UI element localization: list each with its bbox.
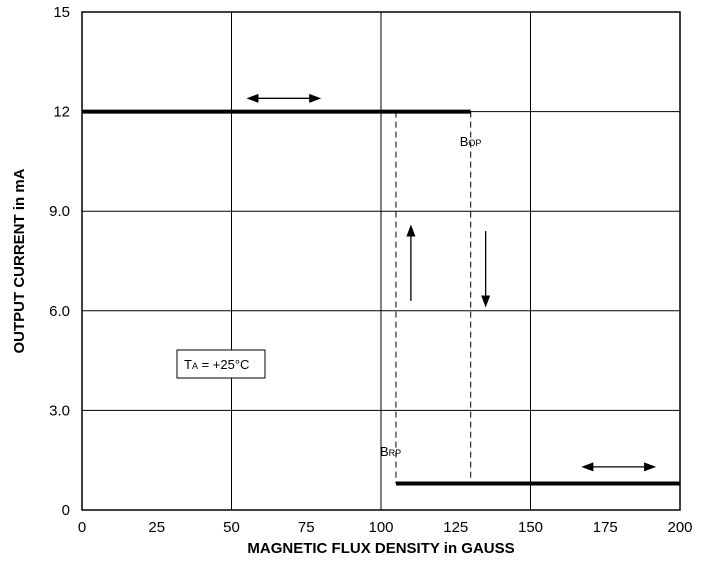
x-tick-label: 200 bbox=[667, 519, 692, 536]
y-tick-labels: 0 3.0 6.0 9.0 12 15 bbox=[49, 4, 70, 519]
y-tick-label: 9.0 bbox=[49, 203, 70, 220]
brp-sub: RP bbox=[389, 448, 402, 458]
y-tick-label: 12 bbox=[53, 104, 70, 121]
brp-main: B bbox=[380, 444, 389, 459]
x-tick-label: 150 bbox=[518, 519, 543, 536]
ta-rest: = +25°C bbox=[198, 357, 249, 372]
bop-sub: OP bbox=[468, 138, 481, 148]
arrow-head-down bbox=[481, 295, 491, 308]
brp-label: BRP bbox=[380, 444, 401, 459]
x-axis-title: MAGNETIC FLUX DENSITY in GAUSS bbox=[247, 540, 514, 557]
y-axis-title: OUTPUT CURRENT in mA bbox=[11, 168, 28, 353]
x-tick-label: 75 bbox=[298, 519, 315, 536]
series-layer bbox=[82, 109, 680, 486]
arrow-head-right bbox=[644, 462, 657, 472]
grid-lines bbox=[82, 12, 680, 510]
arrow-head-right bbox=[309, 93, 322, 103]
x-tick-label: 125 bbox=[443, 519, 468, 536]
x-tick-labels: 0 25 50 75 100 125 150 175 200 bbox=[78, 519, 693, 536]
temperature-annotation: TA = +25°C bbox=[176, 349, 266, 379]
ta-main: T bbox=[184, 357, 192, 372]
x-tick-label: 25 bbox=[148, 519, 165, 536]
x-tick-label: 175 bbox=[593, 519, 618, 536]
bop-label: BOP bbox=[460, 134, 482, 149]
arrow-head-up bbox=[406, 224, 416, 237]
arrow-layer bbox=[246, 93, 657, 472]
x-tick-label: 100 bbox=[368, 519, 393, 536]
temperature-annotation-text: TA = +25°C bbox=[184, 357, 249, 372]
x-tick-label: 50 bbox=[223, 519, 240, 536]
y-tick-label: 15 bbox=[53, 4, 70, 21]
y-tick-label: 3.0 bbox=[49, 402, 70, 419]
plot-frame bbox=[81, 11, 681, 511]
x-tick-label: 0 bbox=[78, 519, 86, 536]
y-tick-label: 0 bbox=[62, 502, 70, 519]
ta-sub: A bbox=[192, 361, 198, 371]
y-tick-label: 6.0 bbox=[49, 303, 70, 320]
bop-main: B bbox=[460, 134, 469, 149]
arrow-head-left bbox=[246, 93, 259, 103]
arrow-head-left bbox=[581, 462, 594, 472]
